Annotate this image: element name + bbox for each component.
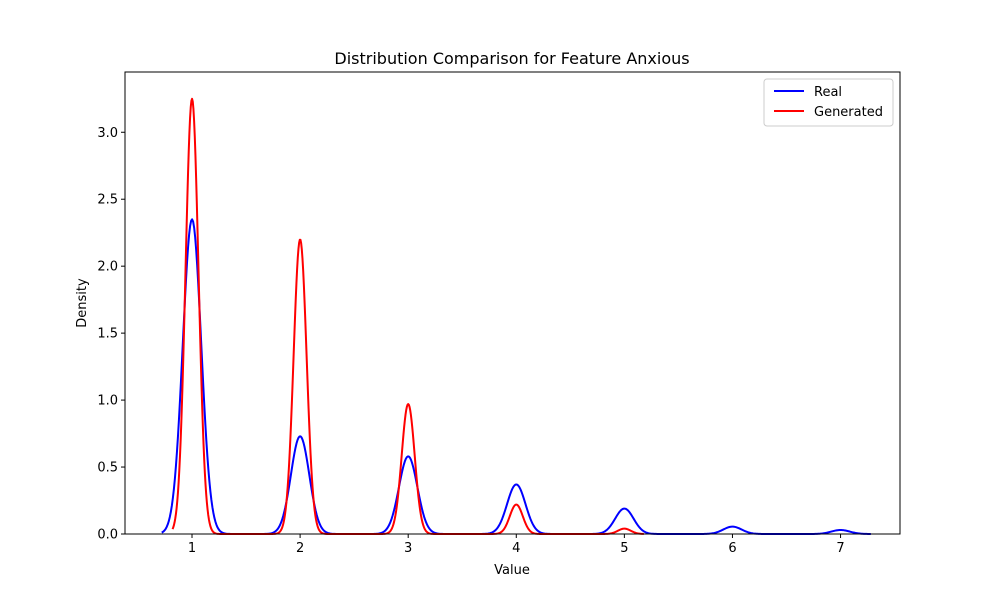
series-layer xyxy=(161,97,871,535)
x-tick-label: 7 xyxy=(836,541,844,556)
y-tick-label: 1.0 xyxy=(97,394,118,409)
plot-frame xyxy=(124,71,901,535)
legend-label-real: Real xyxy=(814,85,842,100)
x-tick-label: 2 xyxy=(296,541,304,556)
ticks-layer: 1 2 3 4 5 6 7 0.0 0.5 1.0 1.5 2.0 2.5 3.0 xyxy=(97,126,844,556)
x-tick-label: 1 xyxy=(188,541,196,556)
x-axis-label: Value xyxy=(494,563,530,578)
x-tick-label: 5 xyxy=(620,541,628,556)
series-line-generated xyxy=(171,97,645,535)
series-line-real xyxy=(161,218,871,535)
x-tick-label: 4 xyxy=(512,541,520,556)
y-axis-label: Density xyxy=(75,278,90,328)
y-tick-label: 2.5 xyxy=(97,193,118,208)
x-tick-label: 6 xyxy=(728,541,736,556)
x-tick-label: 3 xyxy=(404,541,412,556)
y-tick-label: 0.0 xyxy=(97,528,118,543)
y-tick-label: 2.0 xyxy=(97,260,118,275)
y-tick-label: 1.5 xyxy=(97,327,118,342)
legend: Real Generated xyxy=(763,78,894,127)
y-tick-label: 0.5 xyxy=(97,461,118,476)
y-tick-label: 3.0 xyxy=(97,126,118,141)
chart-title: Distribution Comparison for Feature Anxi… xyxy=(334,49,689,68)
legend-label-generated: Generated xyxy=(814,105,883,120)
